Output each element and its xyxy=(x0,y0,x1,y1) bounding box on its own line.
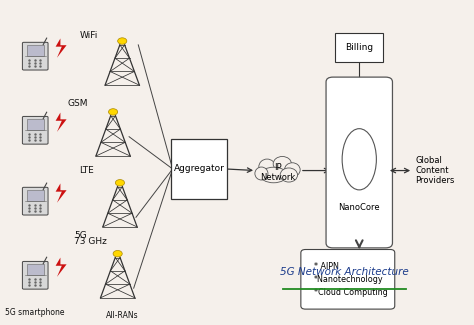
Polygon shape xyxy=(55,112,66,132)
FancyBboxPatch shape xyxy=(301,250,395,309)
Text: Billing: Billing xyxy=(345,43,373,52)
FancyBboxPatch shape xyxy=(22,42,48,70)
Text: 5G Network Architecture: 5G Network Architecture xyxy=(280,267,409,277)
Polygon shape xyxy=(55,38,66,58)
FancyBboxPatch shape xyxy=(22,187,48,215)
FancyBboxPatch shape xyxy=(27,45,44,56)
FancyBboxPatch shape xyxy=(22,116,48,144)
Polygon shape xyxy=(55,183,66,203)
Polygon shape xyxy=(55,257,66,277)
Ellipse shape xyxy=(259,159,296,185)
Text: 5G smartphone: 5G smartphone xyxy=(6,308,65,317)
Text: 73 GHz: 73 GHz xyxy=(74,237,107,246)
Ellipse shape xyxy=(273,156,292,171)
Circle shape xyxy=(118,38,127,44)
Text: NanoCore: NanoCore xyxy=(338,203,380,212)
FancyBboxPatch shape xyxy=(22,261,48,289)
FancyBboxPatch shape xyxy=(27,190,44,201)
Circle shape xyxy=(113,251,122,257)
Ellipse shape xyxy=(259,159,275,175)
Ellipse shape xyxy=(260,167,287,183)
FancyBboxPatch shape xyxy=(27,264,44,275)
FancyBboxPatch shape xyxy=(335,32,383,62)
FancyBboxPatch shape xyxy=(171,139,227,199)
Text: Global
Content
Providers: Global Content Providers xyxy=(415,156,455,186)
Circle shape xyxy=(115,180,125,186)
Ellipse shape xyxy=(342,129,376,190)
FancyBboxPatch shape xyxy=(326,77,392,248)
Ellipse shape xyxy=(255,167,268,180)
FancyBboxPatch shape xyxy=(27,119,44,130)
Ellipse shape xyxy=(284,163,300,177)
Text: LTE: LTE xyxy=(79,166,93,176)
Text: 5G: 5G xyxy=(74,231,87,240)
Text: IP
Network: IP Network xyxy=(260,163,296,182)
Ellipse shape xyxy=(280,168,298,182)
Text: All-RANs: All-RANs xyxy=(106,311,138,320)
Text: * AIPN
*Nanotechnology
*Cloud Computing: * AIPN *Nanotechnology *Cloud Computing xyxy=(314,262,387,297)
Text: GSM: GSM xyxy=(67,99,88,108)
Text: WiFi: WiFi xyxy=(80,31,98,40)
Text: Aggregator: Aggregator xyxy=(173,164,224,174)
Circle shape xyxy=(109,109,118,115)
